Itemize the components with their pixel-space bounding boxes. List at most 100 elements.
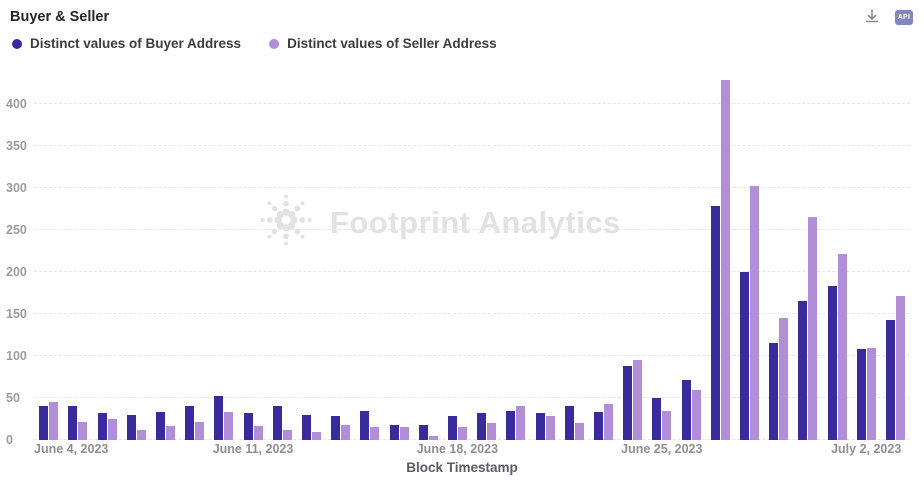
bar-buyer[interactable] xyxy=(185,406,195,440)
bar-seller[interactable] xyxy=(224,412,234,440)
bar-seller[interactable] xyxy=(253,425,263,440)
bar-buyer[interactable] xyxy=(360,410,370,440)
bar-buyer[interactable] xyxy=(214,396,224,440)
bar-buyer[interactable] xyxy=(506,410,516,440)
bar-seller[interactable] xyxy=(399,427,409,440)
bar-buyer[interactable] xyxy=(739,272,749,440)
bar-seller[interactable] xyxy=(749,186,759,440)
plot-area xyxy=(34,70,910,440)
x-tick-label: June 18, 2023 xyxy=(416,442,499,456)
chart-legend: Distinct values of Buyer Address Distinc… xyxy=(12,36,497,51)
bar-buyer[interactable] xyxy=(301,414,311,440)
bar-seller[interactable] xyxy=(370,427,380,440)
gridline xyxy=(34,187,910,188)
bar-buyer[interactable] xyxy=(272,406,282,440)
x-tick-label: June 11, 2023 xyxy=(212,442,294,456)
bar-seller[interactable] xyxy=(603,403,613,440)
y-tick-label: 350 xyxy=(6,139,27,153)
y-tick-label: 400 xyxy=(6,97,27,111)
bar-seller[interactable] xyxy=(662,410,672,440)
bar-buyer[interactable] xyxy=(447,416,457,440)
gridline xyxy=(34,103,910,104)
bar-buyer[interactable] xyxy=(331,416,341,440)
bar-buyer[interactable] xyxy=(39,406,49,440)
legend-item-seller[interactable]: Distinct values of Seller Address xyxy=(269,36,497,51)
api-button[interactable]: API xyxy=(894,8,914,26)
bar-buyer[interactable] xyxy=(126,414,136,440)
y-tick-label: 150 xyxy=(6,307,27,321)
download-icon xyxy=(864,8,880,27)
bar-buyer[interactable] xyxy=(652,398,662,440)
bar-seller[interactable] xyxy=(428,435,438,440)
chart-title: Buyer & Seller xyxy=(10,9,110,25)
bar-seller[interactable] xyxy=(457,427,467,440)
download-button[interactable] xyxy=(862,8,882,26)
bar-seller[interactable] xyxy=(165,425,175,440)
x-axis-title: Block Timestamp xyxy=(406,460,518,475)
bar-seller[interactable] xyxy=(487,423,497,440)
bar-buyer[interactable] xyxy=(477,413,487,440)
bar-buyer[interactable] xyxy=(564,406,574,440)
bar-buyer[interactable] xyxy=(155,412,165,440)
legend-label-seller: Distinct values of Seller Address xyxy=(287,36,497,51)
bar-seller[interactable] xyxy=(282,429,292,440)
bar-seller[interactable] xyxy=(78,421,88,440)
bar-seller[interactable] xyxy=(837,253,847,440)
chart-area: 0 50 100 150 200 250 300 350 400 June 4, 2023 Jun… xyxy=(0,70,924,456)
bar-buyer[interactable] xyxy=(710,206,720,440)
bar-seller[interactable] xyxy=(720,80,730,440)
bar-seller[interactable] xyxy=(574,423,584,440)
header-icons: API xyxy=(862,8,914,26)
bar-buyer[interactable] xyxy=(593,412,603,440)
bar-seller[interactable] xyxy=(136,429,146,440)
gridline xyxy=(34,145,910,146)
bar-seller[interactable] xyxy=(545,416,555,440)
bar-seller[interactable] xyxy=(341,424,351,440)
bar-buyer[interactable] xyxy=(681,379,691,440)
legend-item-buyer[interactable]: Distinct values of Buyer Address xyxy=(12,36,241,51)
bar-buyer[interactable] xyxy=(856,349,866,440)
bar-seller[interactable] xyxy=(895,295,905,440)
bar-buyer[interactable] xyxy=(623,366,633,440)
bar-seller[interactable] xyxy=(107,419,117,440)
bar-seller[interactable] xyxy=(808,217,818,440)
bar-seller[interactable] xyxy=(691,389,701,440)
y-tick-label: 0 xyxy=(6,433,13,447)
bar-buyer[interactable] xyxy=(418,424,428,440)
bar-buyer[interactable] xyxy=(885,319,895,440)
y-tick-label: 100 xyxy=(6,349,27,363)
bar-seller[interactable] xyxy=(866,347,876,440)
gridline xyxy=(34,397,910,398)
y-tick-label: 300 xyxy=(6,181,27,195)
api-icon: API xyxy=(895,9,913,25)
y-axis-labels: 0 50 100 150 200 250 300 350 400 xyxy=(6,70,32,447)
bar-seller[interactable] xyxy=(779,318,789,440)
bar-buyer[interactable] xyxy=(243,413,253,440)
bar-buyer[interactable] xyxy=(798,301,808,440)
bar-seller[interactable] xyxy=(633,360,643,440)
bar-seller[interactable] xyxy=(49,402,59,440)
gridline xyxy=(34,229,910,230)
y-tick-label: 50 xyxy=(6,391,20,405)
legend-label-buyer: Distinct values of Buyer Address xyxy=(30,36,242,51)
bar-seller[interactable] xyxy=(516,406,526,440)
bar-buyer[interactable] xyxy=(68,406,78,440)
bar-buyer[interactable] xyxy=(827,286,837,440)
y-tick-label: 250 xyxy=(6,223,27,237)
y-tick-label: 200 xyxy=(6,265,27,279)
gridline xyxy=(34,271,910,272)
gridline xyxy=(34,313,910,314)
bar-buyer[interactable] xyxy=(535,413,545,440)
x-tick-label: June 4, 2023 xyxy=(34,442,109,456)
seller-legend-dot-icon xyxy=(269,38,280,49)
bar-buyer[interactable] xyxy=(389,424,399,440)
gridline xyxy=(34,355,910,356)
bar-buyer[interactable] xyxy=(97,413,107,440)
bar-buyer[interactable] xyxy=(769,343,779,440)
x-axis-labels: June 4, 2023 June 11, 2023 June 18, 2023 Ju… xyxy=(34,442,910,460)
buyer-legend-dot-icon xyxy=(12,38,22,49)
gridline xyxy=(34,439,910,440)
bar-seller[interactable] xyxy=(195,421,205,440)
bar-seller[interactable] xyxy=(311,431,321,440)
x-tick-label: July 2, 2023 xyxy=(831,442,902,456)
